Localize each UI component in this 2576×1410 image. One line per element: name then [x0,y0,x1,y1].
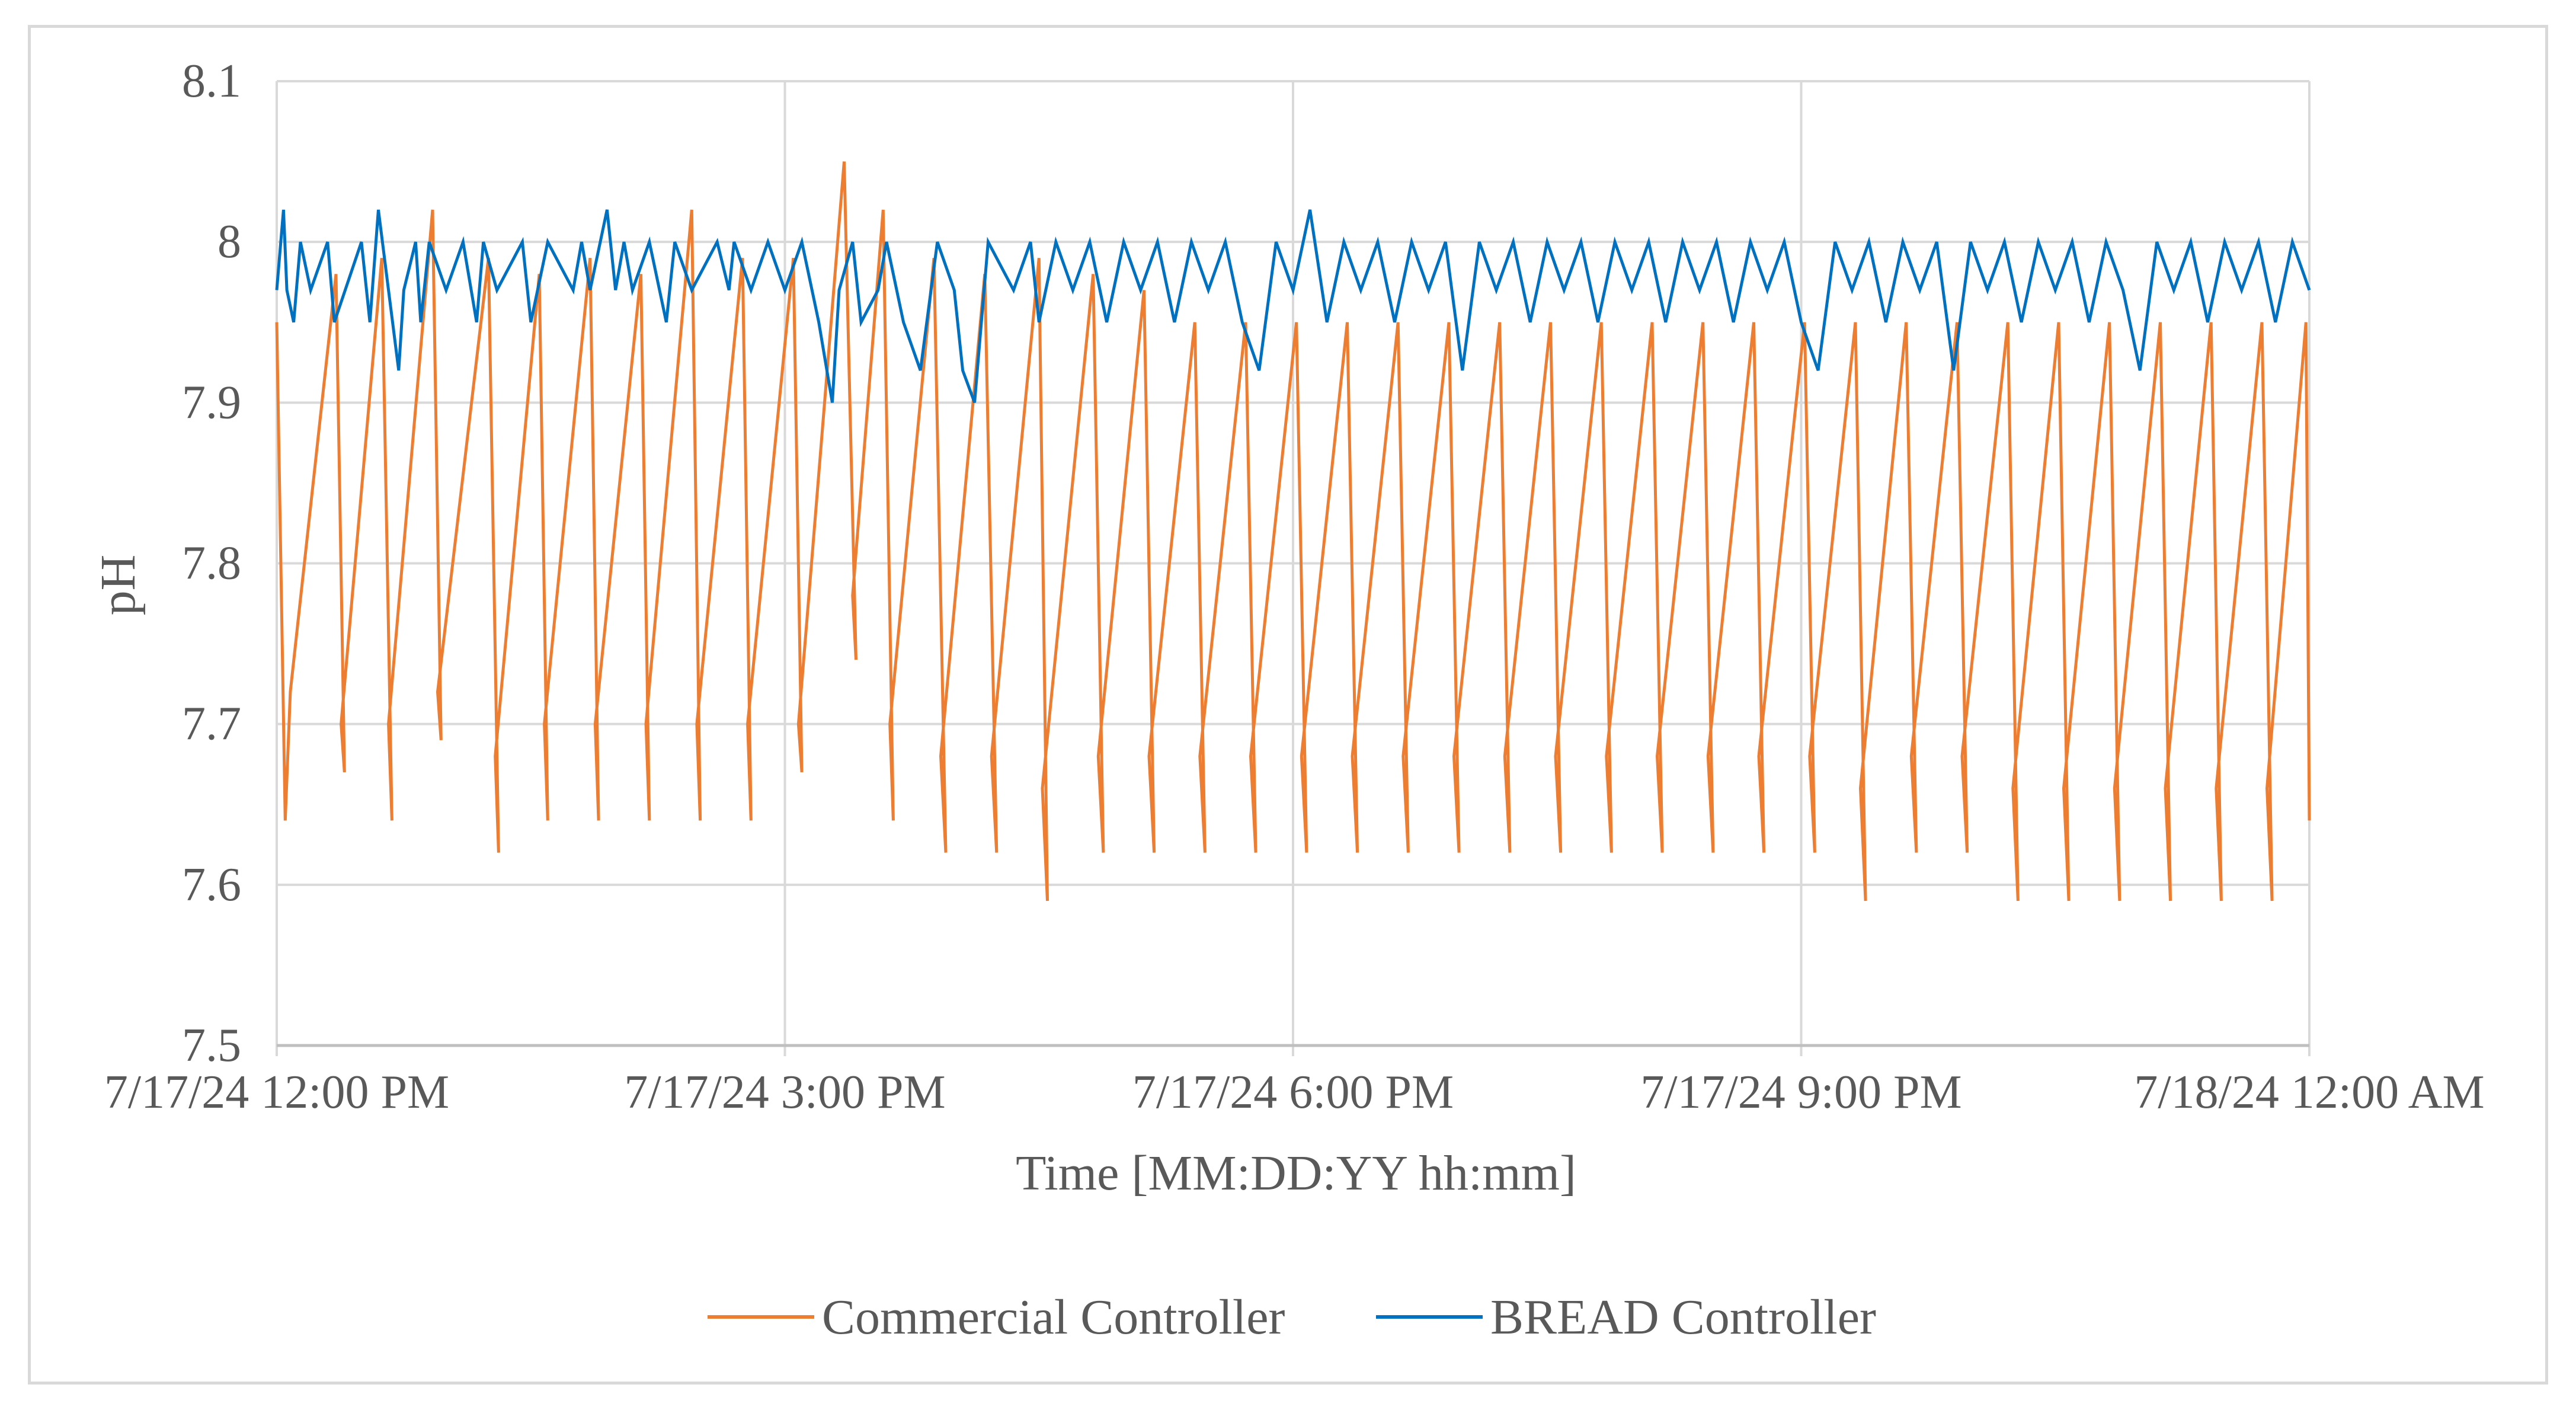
chart-frame: 7.5 7.6 7.7 7.8 7.9 8 8.1 7/17/24 12:00 PM 7/17/… [28,25,2548,1385]
x-tick-label: 7/17/24 9:00 PM [1640,1066,1961,1118]
x-tick-label: 7/17/24 3:00 PM [624,1066,945,1118]
y-tick-label: 8 [217,216,241,268]
legend-label-commercial: Commercial Controller [822,1290,1285,1345]
x-tick-label: 7/17/24 6:00 PM [1132,1066,1454,1118]
y-tick-label: 7.6 [182,859,241,911]
x-axis-title: Time [MM:DD:YY hh:mm] [1016,1146,1576,1201]
y-tick-label: 7.9 [182,376,241,429]
gridlines [276,80,2311,1056]
ph-line-chart: 7.5 7.6 7.7 7.8 7.9 8 8.1 7/17/24 12:00 PM 7/17/… [91,55,2485,1345]
series-line-commercial [275,161,2311,901]
legend-label-bread: BREAD Controller [1490,1290,1876,1345]
y-tick-label: 7.8 [182,538,241,590]
y-tick-label: 7.5 [182,1019,241,1072]
series-line-bread [275,209,2311,404]
y-axis-title: pH [91,555,146,616]
x-tick-label: 7/17/24 12:00 PM [104,1066,449,1118]
y-tick-label: 7.7 [182,698,241,750]
series-lines [275,161,2311,901]
legend: Commercial Controller BREAD Controller [708,1290,1876,1345]
x-tick-label: 7/18/24 12:00 AM [2134,1066,2484,1118]
tick-labels: 7.5 7.6 7.7 7.8 7.9 8 8.1 7/17/24 12:00 PM 7/17/… [104,55,2485,1118]
y-tick-label: 8.1 [182,55,241,107]
